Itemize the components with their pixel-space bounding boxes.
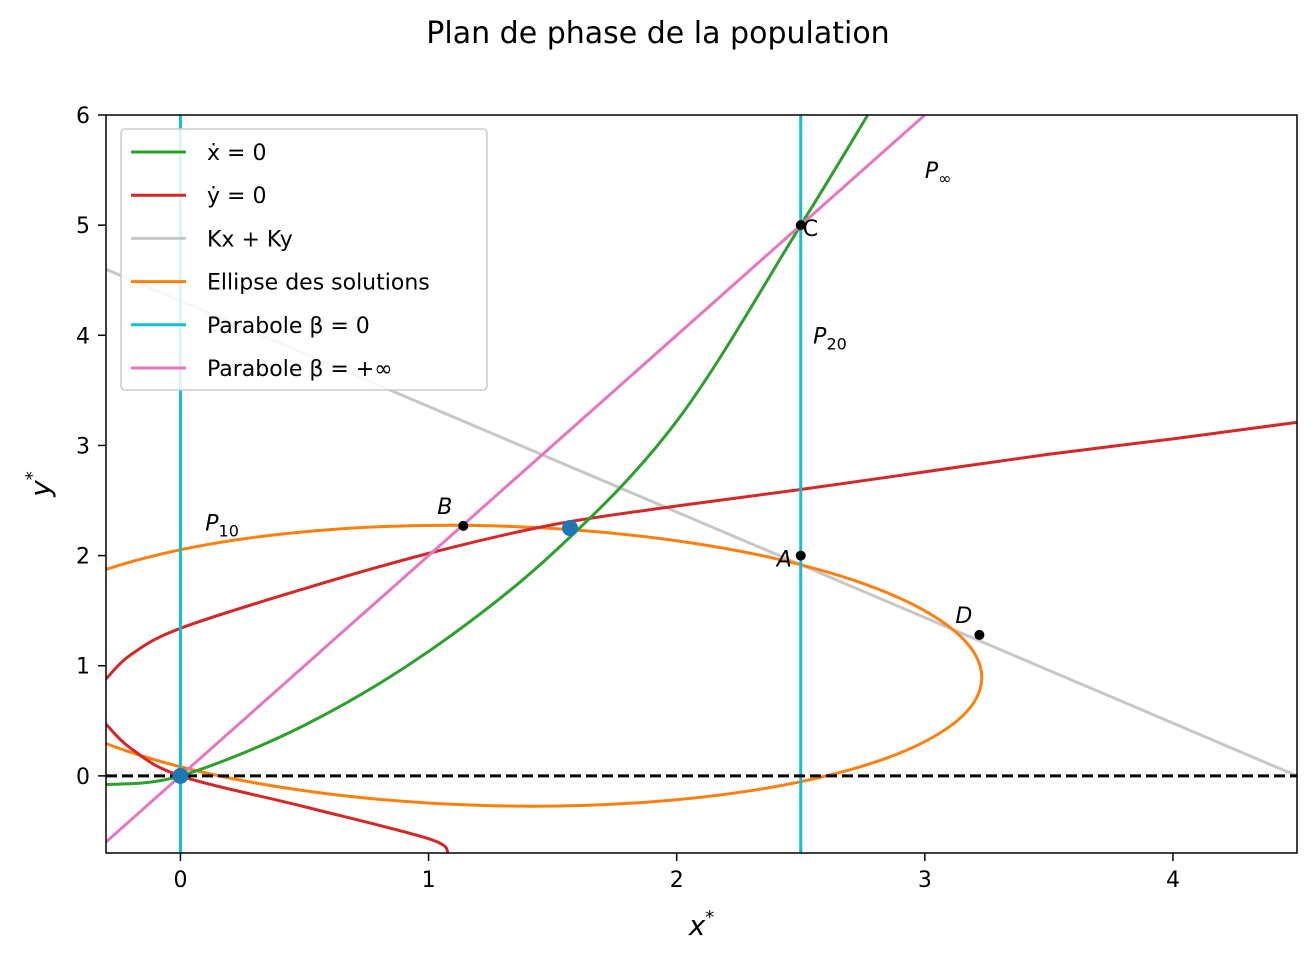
y-tick-label: 3 xyxy=(76,434,90,459)
point-a-marker xyxy=(795,550,806,561)
point-b-marker xyxy=(458,520,469,531)
legend-label-ellipse: Ellipse des solutions xyxy=(207,271,430,296)
annotation-1: P20 xyxy=(813,324,847,353)
point-c-marker xyxy=(795,220,806,231)
y-tick-label: 0 xyxy=(76,765,90,790)
point-b-label: B xyxy=(437,495,452,520)
y-axis-label: y* xyxy=(22,471,57,498)
point-d-label: D xyxy=(955,604,972,629)
plot-frame xyxy=(105,114,1298,854)
y-tick-label: 2 xyxy=(76,545,90,570)
x-axis-label: x* xyxy=(688,907,715,942)
y-tick-label: 1 xyxy=(76,655,90,680)
axis-ticks: 0 1 2 3 4 0 1 2 3 4 5 6 xyxy=(76,104,1180,893)
series-ellipse-solutions xyxy=(106,523,984,808)
series-ydot-lower-branch xyxy=(106,723,450,853)
x-tick-label: 4 xyxy=(1166,868,1180,893)
x-tick-label: 0 xyxy=(173,868,187,893)
series-beta-infinity-line xyxy=(106,115,926,844)
point-a-label: A xyxy=(775,548,792,573)
x-tick-label: 1 xyxy=(422,868,436,893)
y-tick-label: 6 xyxy=(76,104,90,129)
legend-label-betainf: Parabole β = +∞ xyxy=(207,357,393,382)
legend: ẋ = 0 ẏ = 0 Kx + Ky Ellipse des solutions Pa… xyxy=(120,128,488,391)
point-c-label: C xyxy=(803,217,818,242)
equilibrium-point-1 xyxy=(172,767,189,784)
chart-title: Plan de phase de la population xyxy=(426,16,889,51)
y-tick-label: 4 xyxy=(76,324,90,349)
legend-label-ydot: ẏ = 0 xyxy=(207,184,266,209)
annotation-2: P10 xyxy=(205,512,239,541)
x-tick-label: 2 xyxy=(670,868,684,893)
annotations: A B C D P∞ P20 P10 xyxy=(205,159,972,629)
legend-box xyxy=(120,128,488,391)
plot-area xyxy=(106,115,1297,853)
series-xdot-curve xyxy=(106,115,870,787)
x-tick-label: 3 xyxy=(918,868,932,893)
annotation-0: P∞ xyxy=(925,159,952,188)
legend-label-xdot: ẋ = 0 xyxy=(207,141,266,166)
legend-label-kxky: Kx + Ky xyxy=(207,227,293,252)
series-ydot-upper-branch xyxy=(106,420,1297,681)
y-tick-label: 5 xyxy=(76,214,90,239)
legend-label-beta0: Parabole β = 0 xyxy=(207,314,370,339)
equilibrium-point-0 xyxy=(561,520,578,537)
point-d-marker xyxy=(974,629,985,640)
